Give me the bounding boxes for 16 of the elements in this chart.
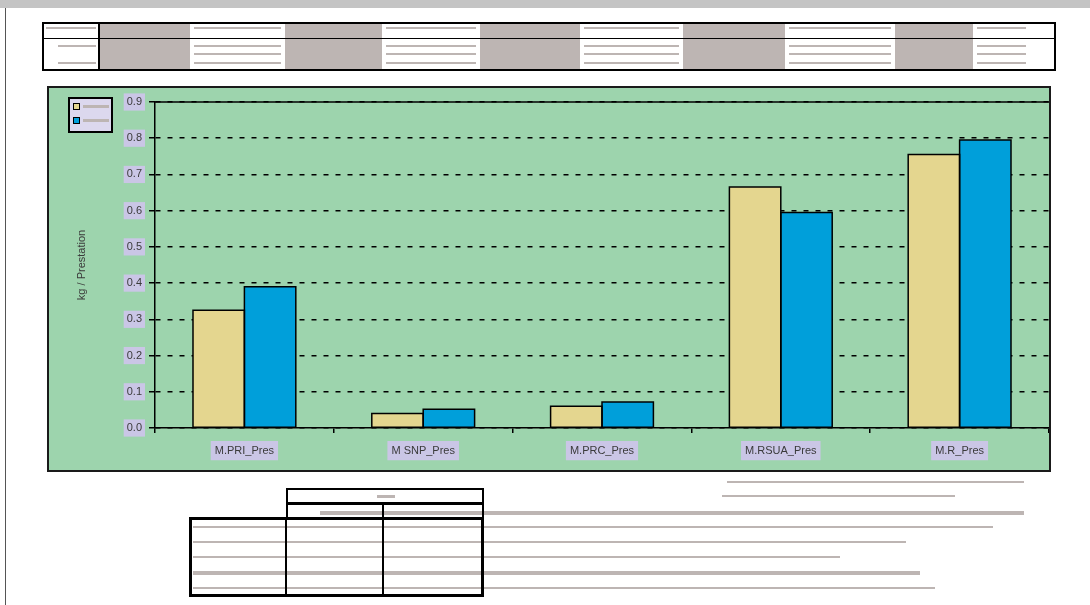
y-tick-label: 0.5	[126, 239, 142, 252]
y-tick-label: 0.4	[126, 276, 142, 289]
y-tick-label: 0.8	[126, 131, 142, 144]
y-tick-label: 0.7	[126, 167, 142, 180]
y-tick-label: 0.6	[126, 203, 142, 216]
y-tick-label: 0.2	[126, 348, 142, 361]
x-tick-label: M.R_Pres	[935, 443, 985, 456]
y-axis-title: kg / Prestation	[74, 229, 87, 301]
y-tick-label: 0.3	[126, 312, 142, 325]
y-tick-label: 0.0	[126, 421, 142, 434]
y-tick-label: 0.1	[126, 384, 142, 397]
x-tick-label: M.PRC_Pres	[569, 443, 635, 456]
x-tick-label: M SNP_Pres	[391, 443, 456, 456]
x-tick-label: M.RSUA_Pres	[745, 443, 818, 456]
x-tick-label: M.PRI_Pres	[214, 443, 275, 456]
y-tick-label: 0.9	[126, 95, 142, 108]
